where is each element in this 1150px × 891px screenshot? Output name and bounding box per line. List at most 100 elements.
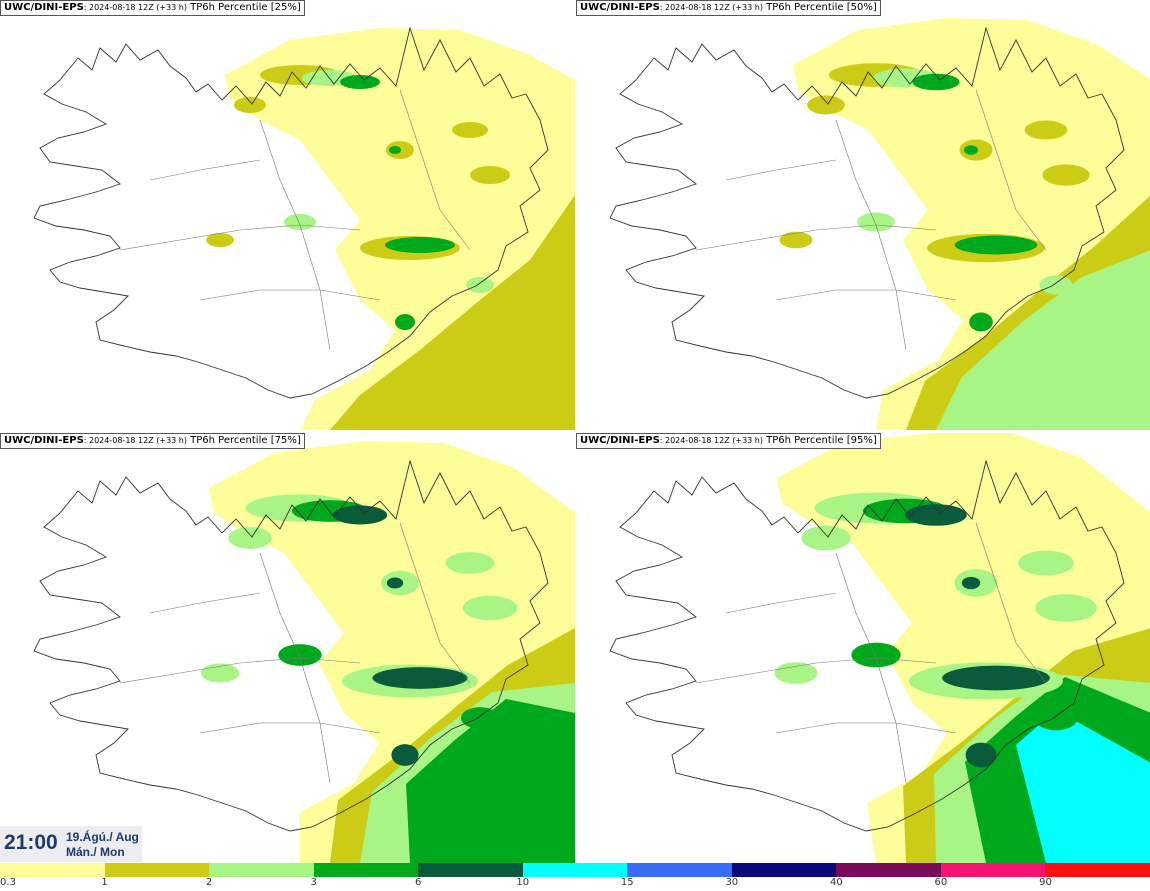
precip-cell <box>774 662 818 684</box>
precip-band <box>936 250 1150 430</box>
precip-cell <box>1042 164 1090 186</box>
legend-swatch <box>522 863 628 877</box>
legend-swatch <box>104 863 210 877</box>
valid-date: 19.Ágú./ Aug <box>66 830 139 844</box>
precip-cell <box>340 75 380 89</box>
precip-cell <box>391 744 419 766</box>
legend-swatch <box>0 863 105 877</box>
legend-label: 15 <box>620 877 634 888</box>
legend-color-bar <box>0 863 1150 877</box>
map-panel-50: UWC/DINI-EPS: 2024-08-18 12Z (+33 h) TP6… <box>576 0 1150 430</box>
precip-cell <box>452 122 488 138</box>
panel-title: UWC/DINI-EPS: 2024-08-18 12Z (+33 h) TP6… <box>0 0 305 16</box>
precip-cell <box>389 146 401 154</box>
valid-day: Mán./ Mon <box>66 845 125 859</box>
precip-cell <box>462 595 518 621</box>
road-network <box>695 522 1047 784</box>
precip-cell <box>445 552 495 574</box>
coastline <box>609 459 1125 832</box>
legend-label: 60 <box>934 877 948 888</box>
road-network <box>119 522 471 784</box>
road-network <box>119 89 471 351</box>
legend-swatch <box>418 863 523 877</box>
legend-label: 1 <box>101 877 108 888</box>
road-network <box>695 89 1047 351</box>
precip-cell <box>963 145 979 155</box>
precip-cell <box>801 525 851 551</box>
coastline <box>609 26 1125 399</box>
precip-cell <box>228 527 272 549</box>
precip-cell <box>965 742 997 768</box>
precip-cell <box>385 237 455 253</box>
precip-cell <box>961 576 981 590</box>
product-name: TP6h Percentile [25%] <box>186 2 301 13</box>
precip-cell <box>942 665 1050 691</box>
product-name: TP6h Percentile [75%] <box>186 435 301 446</box>
model-name: UWC/DINI-EPS <box>580 2 660 13</box>
legend-label: 90 <box>1039 877 1052 888</box>
precip-cell <box>905 504 967 526</box>
precip-cell <box>234 97 266 113</box>
precip-field <box>774 433 1150 863</box>
map-panel-75: UWC/DINI-EPS: 2024-08-18 12Z (+33 h) TP6… <box>0 433 575 863</box>
coastline <box>33 26 549 399</box>
precip-cell <box>460 707 500 729</box>
legend-label: 3 <box>310 877 317 888</box>
precip-cell <box>206 233 234 247</box>
legend-swatch <box>627 863 732 877</box>
precip-cell <box>779 231 813 249</box>
precip-map-75 <box>33 441 575 863</box>
product-name: TP6h Percentile [50%] <box>762 2 877 13</box>
precip-band <box>1016 710 1150 863</box>
model-name: UWC/DINI-EPS <box>4 2 84 13</box>
precip-cell <box>386 577 404 589</box>
precip-cell <box>395 314 415 330</box>
run-info: : 2024-08-18 12Z (+33 h) <box>659 3 763 12</box>
legend-label: 0.3 <box>0 877 16 888</box>
precip-cell <box>372 667 468 689</box>
legend-swatch <box>313 863 419 877</box>
precip-band <box>406 699 575 863</box>
legend-swatch <box>731 863 837 877</box>
run-info: : 2024-08-18 12Z (+33 h) <box>83 3 187 12</box>
legend-label: 6 <box>414 877 422 888</box>
legend-swatch <box>836 863 941 877</box>
precip-cell <box>332 505 388 525</box>
precip-cell <box>200 663 240 683</box>
precip-map-25 <box>33 26 575 430</box>
precip-map-95 <box>609 433 1150 863</box>
valid-time-box: 21:00 19.Ágú./ Aug Mán./ Mon <box>0 826 142 862</box>
precip-field <box>200 441 575 863</box>
map-panel-25: UWC/DINI-EPS: 2024-08-18 12Z (+33 h) TP6… <box>0 0 575 430</box>
precip-band <box>330 195 575 430</box>
panel-title: UWC/DINI-EPS: 2024-08-18 12Z (+33 h) TP6… <box>576 0 881 16</box>
precip-map-50 <box>609 18 1150 430</box>
model-name: UWC/DINI-EPS <box>4 435 84 446</box>
precip-cell <box>1039 275 1073 295</box>
panel-title: UWC/DINI-EPS: 2024-08-18 12Z (+33 h) TP6… <box>576 433 881 449</box>
run-info: : 2024-08-18 12Z (+33 h) <box>83 436 187 445</box>
precip-cell <box>1034 705 1078 731</box>
legend-swatch <box>209 863 314 877</box>
precip-cell <box>466 277 494 293</box>
legend-label: 2 <box>205 877 213 888</box>
legend-swatch <box>1045 863 1150 877</box>
legend-label: 40 <box>829 877 843 888</box>
precip-field <box>206 28 575 430</box>
precip-cell <box>857 212 895 232</box>
legend-label: 30 <box>725 877 739 888</box>
legend-swatch <box>940 863 1046 877</box>
precip-cell <box>278 644 322 666</box>
precip-cell <box>807 95 845 115</box>
map-panel-95: UWC/DINI-EPS: 2024-08-18 12Z (+33 h) TP6… <box>576 433 1150 863</box>
precip-cell <box>470 166 510 184</box>
precip-cell <box>284 214 316 230</box>
precip-cell <box>851 642 901 668</box>
precip-field <box>779 18 1150 430</box>
valid-time: 21:00 <box>4 831 58 854</box>
precip-cell <box>912 73 960 91</box>
legend-label: 10 <box>516 877 530 888</box>
precip-cell <box>954 235 1038 255</box>
precip-cell <box>1035 594 1097 622</box>
run-info: : 2024-08-18 12Z (+33 h) <box>659 436 763 445</box>
